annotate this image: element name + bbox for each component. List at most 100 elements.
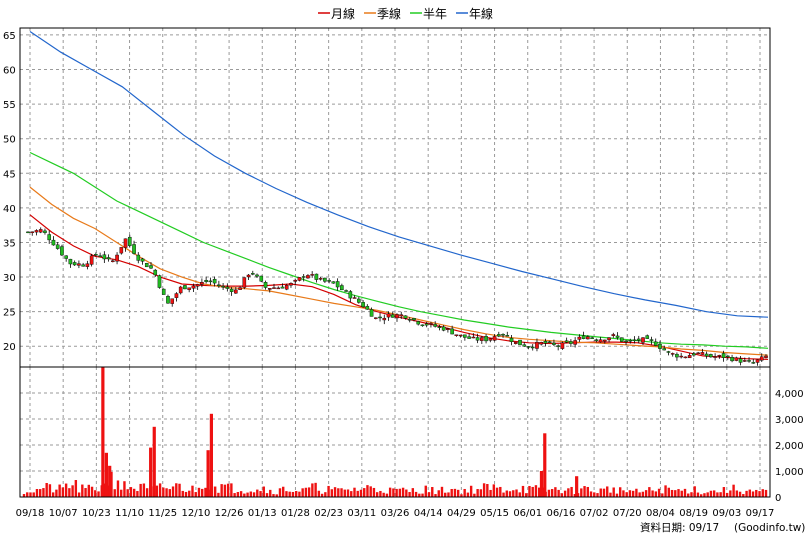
candle-body <box>653 341 658 346</box>
volume-bar <box>635 488 638 497</box>
volume-bar <box>716 492 719 497</box>
volume-bar <box>651 490 654 497</box>
candle-body <box>234 289 238 294</box>
volume-bar <box>204 487 207 497</box>
candle-body <box>463 334 467 338</box>
volume-bar <box>557 489 560 497</box>
candle-body <box>467 336 471 339</box>
candle-body <box>632 339 637 342</box>
volume-bar <box>158 483 162 497</box>
candle-body <box>77 263 81 266</box>
candle-body <box>518 339 522 346</box>
candle-body <box>297 277 302 281</box>
volume-bar <box>456 489 460 497</box>
volume-bar <box>674 490 677 497</box>
candle-body <box>709 354 713 358</box>
volume-bar <box>395 488 398 497</box>
ma-line <box>29 214 769 360</box>
volume-bar <box>116 480 120 497</box>
candle-body <box>721 353 726 358</box>
x-tick-label: 03/26 <box>381 508 410 519</box>
volume-panel-frame <box>19 366 771 498</box>
volume-bar <box>424 485 427 497</box>
x-tick-label: 10/07 <box>49 508 78 519</box>
candle-body <box>212 278 217 284</box>
candle-body <box>429 323 433 325</box>
volume-bar <box>732 484 735 497</box>
candle-body <box>484 336 488 342</box>
x-tick-label: 03/11 <box>347 508 376 519</box>
candle-body <box>221 285 225 288</box>
volume-bar <box>42 488 45 497</box>
candle-body <box>60 246 64 256</box>
candle-body <box>140 258 145 262</box>
volume-tick-label: 0 <box>775 493 781 504</box>
volume-tick-label: 1,000 <box>775 467 804 478</box>
volume-bar <box>661 493 664 497</box>
y-tick-label: 20 <box>3 342 16 353</box>
volume-grid <box>20 367 770 497</box>
candle-body <box>509 337 514 342</box>
volume-bar <box>609 492 612 497</box>
volume-bar <box>181 490 184 497</box>
x-tick-label: 05/15 <box>480 508 509 519</box>
y-tick-label: 25 <box>3 308 16 319</box>
x-tick-label: 07/02 <box>580 508 609 519</box>
volume-tick-label: 3,000 <box>775 415 804 426</box>
candle-body <box>628 340 633 342</box>
candle-body <box>187 287 191 290</box>
y-tick-label: 35 <box>3 238 16 249</box>
volume-bar <box>554 487 557 497</box>
candle-body <box>573 340 577 345</box>
volume-bar <box>602 488 606 497</box>
volume-bar <box>427 492 431 497</box>
volume-bar <box>304 487 308 497</box>
candle-body <box>144 263 149 268</box>
volume-bar <box>101 367 105 497</box>
candle-body <box>607 337 611 341</box>
volume-bar <box>589 491 593 497</box>
y-tick-label: 60 <box>3 66 16 77</box>
volume-bar <box>388 487 392 497</box>
volume-bar <box>687 493 690 497</box>
volume-bar <box>583 486 586 497</box>
volume-bar <box>74 480 78 497</box>
volume-bar <box>638 492 641 497</box>
volume-bar <box>108 465 112 497</box>
volume-bar <box>690 492 693 497</box>
volume-bar <box>64 483 68 497</box>
volume-bars <box>22 367 768 497</box>
volume-bar <box>764 489 768 497</box>
volume-bar <box>431 487 434 497</box>
candle-body <box>195 284 200 287</box>
y-tick-label: 45 <box>3 169 16 180</box>
volume-bar <box>252 492 256 497</box>
volume-bar <box>543 433 547 497</box>
candle-body <box>480 337 484 341</box>
x-tick-label: 04/14 <box>414 508 443 519</box>
candle-body <box>225 286 230 289</box>
volume-bar <box>570 486 573 497</box>
candle-body <box>675 353 679 358</box>
volume-bar <box>256 489 259 497</box>
candle-body <box>471 336 476 339</box>
candle-body <box>217 284 221 287</box>
volume-bar <box>346 489 350 497</box>
candle-body <box>157 275 162 288</box>
x-tick-label: 06/01 <box>513 508 542 519</box>
x-tick-label: 10/23 <box>82 508 111 519</box>
volume-bar <box>453 488 457 497</box>
candle-body <box>242 277 247 288</box>
volume-bar <box>139 483 142 497</box>
x-tick-label: 09/17 <box>746 508 775 519</box>
candlesticks <box>26 227 768 366</box>
x-tick-label: 12/26 <box>215 508 244 519</box>
volume-bar <box>194 492 197 497</box>
candle-body <box>51 239 56 246</box>
x-tick-label: 07/20 <box>613 508 642 519</box>
candle-body <box>178 286 183 294</box>
y-tick-label: 30 <box>3 273 16 284</box>
volume-bar <box>327 485 330 497</box>
volume-bar <box>32 492 35 497</box>
volume-bar <box>356 490 359 497</box>
